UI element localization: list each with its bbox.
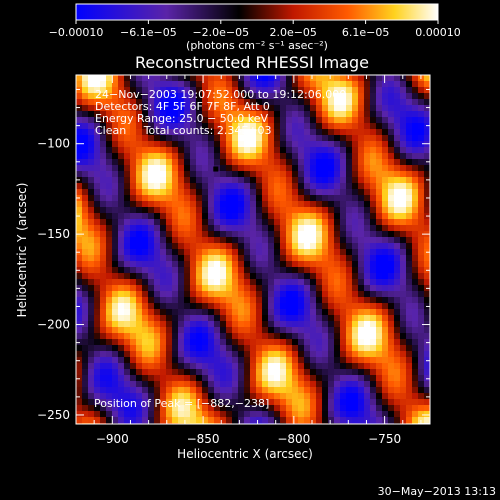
y-tick-label: −100 — [37, 137, 70, 151]
colorbar — [75, 3, 439, 21]
x-axis: −900 −850 −800 −750 — [93, 75, 422, 446]
heatmap — [76, 75, 430, 424]
colorbar-tick-label: −2.0e−05 — [192, 26, 249, 39]
colorbar-ticks: −0.00010 −6.1e−05 −2.0e−05 2.0e−05 6.1e−05 0.… — [49, 20, 461, 39]
annotation-block: 24−Nov−2003 19:07:52.000 to 19:12:06.000… — [95, 88, 346, 137]
y-tick-label: −150 — [37, 227, 70, 241]
annotation-clean: Clean Total counts: 2.34E+03 — [95, 124, 272, 137]
footer-timestamp: 30−May−2013 13:13 — [378, 485, 496, 498]
colorbar-tick-label: −0.00010 — [49, 26, 104, 39]
x-axis-label: Heliocentric X (arcsec) — [177, 447, 313, 461]
x-tick-label: −750 — [368, 432, 401, 446]
chart-title: Reconstructed RHESSI Image — [135, 53, 369, 72]
y-tick-label: −250 — [37, 408, 70, 422]
y-tick-label: −200 — [37, 318, 70, 332]
peak-marker — [213, 166, 219, 172]
x-tick-label: −800 — [277, 432, 310, 446]
plot-frame — [75, 74, 431, 425]
colorbar-tick-label: 2.0e−05 — [269, 26, 316, 39]
colorbar-tick-label: 6.1e−05 — [342, 26, 389, 39]
annotation-detectors: Detectors: 4F 5F 6F 7F 8F, Att 0 — [95, 100, 270, 113]
annotation-time: 24−Nov−2003 19:07:52.000 to 19:12:06.000 — [95, 88, 346, 101]
y-axis: −100 −150 −200 −250 — [37, 88, 430, 422]
colorbar-unit-label: (photons cm⁻² s⁻¹ asec⁻²) — [186, 39, 328, 52]
colorbar-tick-label: 0.00010 — [415, 26, 461, 39]
peak-position-label: Position of Peak = [−882,−238] — [94, 397, 269, 410]
x-tick-label: −900 — [96, 432, 129, 446]
colorbar-tick-label: −6.1e−05 — [120, 26, 177, 39]
x-tick-label: −850 — [187, 432, 220, 446]
annotation-energy: Energy Range: 25.0 − 50.0 keV — [95, 112, 269, 125]
y-axis-label: Heliocentric Y (arcsec) — [15, 183, 29, 318]
